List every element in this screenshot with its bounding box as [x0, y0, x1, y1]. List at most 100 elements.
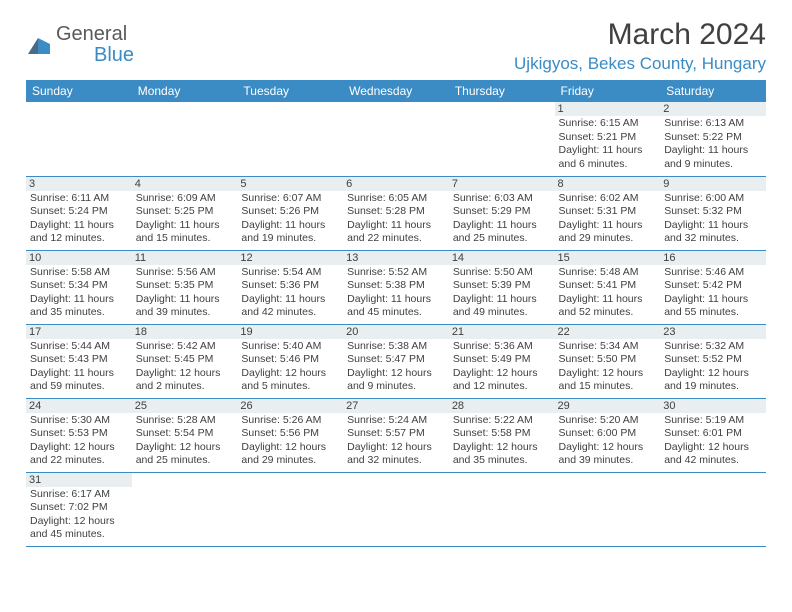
day-number: 1 — [555, 102, 661, 116]
day-number: 26 — [237, 399, 343, 413]
day-cell: 3Sunrise: 6:11 AMSunset: 5:24 PMDaylight… — [26, 176, 132, 250]
day-details: Sunrise: 5:44 AMSunset: 5:43 PMDaylight:… — [30, 340, 128, 395]
day-details: Sunrise: 6:11 AMSunset: 5:24 PMDaylight:… — [30, 192, 128, 247]
logo-accent: Blue — [94, 44, 134, 66]
day-cell: 5Sunrise: 6:07 AMSunset: 5:26 PMDaylight… — [237, 176, 343, 250]
day-number: 30 — [660, 399, 766, 413]
day-details: Sunrise: 5:26 AMSunset: 5:56 PMDaylight:… — [241, 414, 339, 469]
day-number: 29 — [555, 399, 661, 413]
day-number: 8 — [555, 177, 661, 191]
day-cell: 6Sunrise: 6:05 AMSunset: 5:28 PMDaylight… — [343, 176, 449, 250]
logo: General Blue — [26, 18, 134, 66]
day-number: 27 — [343, 399, 449, 413]
day-cell: 7Sunrise: 6:03 AMSunset: 5:29 PMDaylight… — [449, 176, 555, 250]
logo-primary: General — [56, 23, 127, 45]
day-details: Sunrise: 5:38 AMSunset: 5:47 PMDaylight:… — [347, 340, 445, 395]
day-number: 28 — [449, 399, 555, 413]
day-details: Sunrise: 6:00 AMSunset: 5:32 PMDaylight:… — [664, 192, 762, 247]
day-details: Sunrise: 6:07 AMSunset: 5:26 PMDaylight:… — [241, 192, 339, 247]
week-row: 17Sunrise: 5:44 AMSunset: 5:43 PMDayligh… — [26, 324, 766, 398]
day-details: Sunrise: 5:52 AMSunset: 5:38 PMDaylight:… — [347, 266, 445, 321]
day-cell: 28Sunrise: 5:22 AMSunset: 5:58 PMDayligh… — [449, 398, 555, 472]
day-details: Sunrise: 6:03 AMSunset: 5:29 PMDaylight:… — [453, 192, 551, 247]
day-details: Sunrise: 5:54 AMSunset: 5:36 PMDaylight:… — [241, 266, 339, 321]
day-details: Sunrise: 6:13 AMSunset: 5:22 PMDaylight:… — [664, 117, 762, 172]
month-title: March 2024 — [514, 18, 766, 52]
day-header-monday: Monday — [132, 80, 238, 102]
empty-cell — [343, 102, 449, 176]
day-cell: 23Sunrise: 5:32 AMSunset: 5:52 PMDayligh… — [660, 324, 766, 398]
day-number: 14 — [449, 251, 555, 265]
empty-cell — [449, 472, 555, 546]
week-row: 3Sunrise: 6:11 AMSunset: 5:24 PMDaylight… — [26, 176, 766, 250]
day-cell: 19Sunrise: 5:40 AMSunset: 5:46 PMDayligh… — [237, 324, 343, 398]
day-number: 21 — [449, 325, 555, 339]
day-number: 31 — [26, 473, 132, 487]
day-details: Sunrise: 5:50 AMSunset: 5:39 PMDaylight:… — [453, 266, 551, 321]
day-cell: 26Sunrise: 5:26 AMSunset: 5:56 PMDayligh… — [237, 398, 343, 472]
day-details: Sunrise: 5:28 AMSunset: 5:54 PMDaylight:… — [136, 414, 234, 469]
day-details: Sunrise: 5:36 AMSunset: 5:49 PMDaylight:… — [453, 340, 551, 395]
week-row: 24Sunrise: 5:30 AMSunset: 5:53 PMDayligh… — [26, 398, 766, 472]
day-number: 15 — [555, 251, 661, 265]
day-cell: 1Sunrise: 6:15 AMSunset: 5:21 PMDaylight… — [555, 102, 661, 176]
day-details: Sunrise: 5:46 AMSunset: 5:42 PMDaylight:… — [664, 266, 762, 321]
day-details: Sunrise: 6:05 AMSunset: 5:28 PMDaylight:… — [347, 192, 445, 247]
day-cell: 2Sunrise: 6:13 AMSunset: 5:22 PMDaylight… — [660, 102, 766, 176]
day-number: 23 — [660, 325, 766, 339]
day-number: 10 — [26, 251, 132, 265]
calendar-table: SundayMondayTuesdayWednesdayThursdayFrid… — [26, 80, 766, 547]
calendar-page: General Blue March 2024 Ujkigyos, Bekes … — [0, 0, 792, 565]
day-details: Sunrise: 5:24 AMSunset: 5:57 PMDaylight:… — [347, 414, 445, 469]
day-details: Sunrise: 5:22 AMSunset: 5:58 PMDaylight:… — [453, 414, 551, 469]
day-cell: 12Sunrise: 5:54 AMSunset: 5:36 PMDayligh… — [237, 250, 343, 324]
day-number: 3 — [26, 177, 132, 191]
day-number: 11 — [132, 251, 238, 265]
day-number: 19 — [237, 325, 343, 339]
logo-icon — [26, 32, 52, 58]
day-number: 6 — [343, 177, 449, 191]
logo-text: General Blue — [56, 24, 134, 66]
day-header-wednesday: Wednesday — [343, 80, 449, 102]
empty-cell — [555, 472, 661, 546]
day-number: 2 — [660, 102, 766, 116]
week-row: 1Sunrise: 6:15 AMSunset: 5:21 PMDaylight… — [26, 102, 766, 176]
day-details: Sunrise: 5:30 AMSunset: 5:53 PMDaylight:… — [30, 414, 128, 469]
day-details: Sunrise: 5:56 AMSunset: 5:35 PMDaylight:… — [136, 266, 234, 321]
day-details: Sunrise: 6:02 AMSunset: 5:31 PMDaylight:… — [559, 192, 657, 247]
day-number: 12 — [237, 251, 343, 265]
empty-cell — [343, 472, 449, 546]
empty-cell — [132, 102, 238, 176]
day-details: Sunrise: 6:15 AMSunset: 5:21 PMDaylight:… — [559, 117, 657, 172]
week-row: 31Sunrise: 6:17 AMSunset: 7:02 PMDayligh… — [26, 472, 766, 546]
day-number: 25 — [132, 399, 238, 413]
day-cell: 13Sunrise: 5:52 AMSunset: 5:38 PMDayligh… — [343, 250, 449, 324]
day-details: Sunrise: 5:42 AMSunset: 5:45 PMDaylight:… — [136, 340, 234, 395]
day-cell: 15Sunrise: 5:48 AMSunset: 5:41 PMDayligh… — [555, 250, 661, 324]
day-details: Sunrise: 5:34 AMSunset: 5:50 PMDaylight:… — [559, 340, 657, 395]
empty-cell — [660, 472, 766, 546]
day-details: Sunrise: 5:19 AMSunset: 6:01 PMDaylight:… — [664, 414, 762, 469]
day-cell: 18Sunrise: 5:42 AMSunset: 5:45 PMDayligh… — [132, 324, 238, 398]
day-details: Sunrise: 5:40 AMSunset: 5:46 PMDaylight:… — [241, 340, 339, 395]
day-header-tuesday: Tuesday — [237, 80, 343, 102]
day-cell: 14Sunrise: 5:50 AMSunset: 5:39 PMDayligh… — [449, 250, 555, 324]
title-block: March 2024 Ujkigyos, Bekes County, Hunga… — [514, 18, 766, 74]
day-cell: 25Sunrise: 5:28 AMSunset: 5:54 PMDayligh… — [132, 398, 238, 472]
day-cell: 29Sunrise: 5:20 AMSunset: 6:00 PMDayligh… — [555, 398, 661, 472]
day-details: Sunrise: 5:20 AMSunset: 6:00 PMDaylight:… — [559, 414, 657, 469]
day-number: 22 — [555, 325, 661, 339]
day-cell: 20Sunrise: 5:38 AMSunset: 5:47 PMDayligh… — [343, 324, 449, 398]
day-cell: 31Sunrise: 6:17 AMSunset: 7:02 PMDayligh… — [26, 472, 132, 546]
day-cell: 9Sunrise: 6:00 AMSunset: 5:32 PMDaylight… — [660, 176, 766, 250]
empty-cell — [237, 472, 343, 546]
day-number: 7 — [449, 177, 555, 191]
day-details: Sunrise: 6:09 AMSunset: 5:25 PMDaylight:… — [136, 192, 234, 247]
day-cell: 24Sunrise: 5:30 AMSunset: 5:53 PMDayligh… — [26, 398, 132, 472]
day-header-row: SundayMondayTuesdayWednesdayThursdayFrid… — [26, 80, 766, 102]
day-cell: 30Sunrise: 5:19 AMSunset: 6:01 PMDayligh… — [660, 398, 766, 472]
day-details: Sunrise: 6:17 AMSunset: 7:02 PMDaylight:… — [30, 488, 128, 543]
day-number: 4 — [132, 177, 238, 191]
day-cell: 27Sunrise: 5:24 AMSunset: 5:57 PMDayligh… — [343, 398, 449, 472]
day-cell: 21Sunrise: 5:36 AMSunset: 5:49 PMDayligh… — [449, 324, 555, 398]
